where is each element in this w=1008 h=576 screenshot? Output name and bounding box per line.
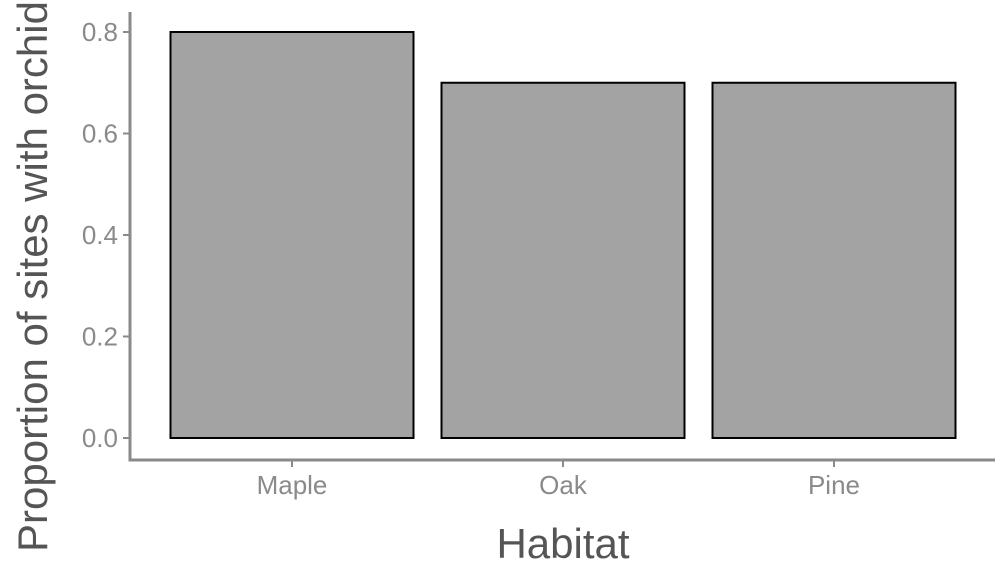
- x-tick-label: Oak: [539, 470, 588, 500]
- bars-group: [169, 31, 957, 439]
- x-axis-title: Habitat: [496, 520, 629, 567]
- bar-oak: [440, 81, 686, 439]
- x-tick-label: Pine: [808, 470, 860, 500]
- y-tick-label: 0.2: [82, 322, 118, 352]
- y-axis-title: Proportion of sites with orchids: [9, 0, 56, 552]
- y-tick-label: 0.6: [82, 119, 118, 149]
- y-tick-label: 0.0: [82, 423, 118, 453]
- y-tick-label: 0.8: [82, 17, 118, 47]
- y-tick-label: 0.4: [82, 220, 118, 250]
- bar-pine: [711, 81, 957, 439]
- x-ticks-group: Maple Oak Pine: [257, 460, 860, 500]
- x-tick-label: Maple: [257, 470, 328, 500]
- axes-lines: [128, 12, 995, 462]
- y-ticks-group: 0.0 0.2 0.4 0.6 0.8: [82, 17, 130, 453]
- bar-maple: [169, 31, 415, 439]
